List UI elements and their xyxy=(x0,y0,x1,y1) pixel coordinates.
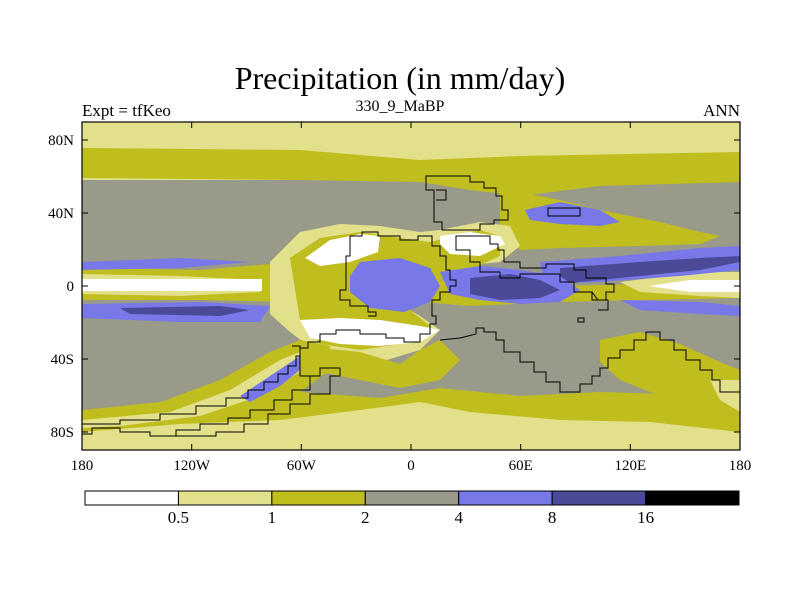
region-olive-southwest-diagonal xyxy=(82,340,330,430)
region-white-north-subtropics xyxy=(305,234,380,266)
region-blue-continent xyxy=(350,258,440,312)
colorbar-label: 2 xyxy=(361,508,370,527)
region-olive-southeast xyxy=(600,332,740,420)
lon-tick-label: 120E xyxy=(614,458,646,474)
latitude-axis: 80N 40N 0 40S 80S xyxy=(48,133,740,441)
coastline-small-island-south xyxy=(577,317,585,323)
colorbar-label: 0.5 xyxy=(168,508,189,527)
lon-tick-label: 120W xyxy=(173,458,211,474)
experiment-label: Expt = tfKeo xyxy=(82,101,171,120)
coastline-main-continent xyxy=(82,231,457,425)
coastline-east-peninsula xyxy=(591,291,609,311)
colorbar-swatch xyxy=(364,490,460,506)
colorbar-label: 16 xyxy=(637,508,654,527)
colorbar-swatch xyxy=(271,490,366,506)
colorbar-swatch xyxy=(551,490,647,506)
band-darkblue-south-tropics xyxy=(120,306,250,316)
band-darkblue-east-tropics xyxy=(560,256,740,284)
lon-tick-label: 0 xyxy=(407,458,415,474)
lat-tick-label: 80N xyxy=(48,133,74,149)
colorbar-swatch xyxy=(645,490,740,506)
lon-tick-label: 60W xyxy=(287,458,317,474)
band-white-east xyxy=(648,280,740,292)
season-label: ANN xyxy=(703,101,740,120)
band-blue-north-tropics xyxy=(82,258,250,270)
coastline-south-peninsula-inner xyxy=(176,367,341,437)
lon-tick-label: 60E xyxy=(509,458,533,474)
coastline-small-island-east xyxy=(547,207,581,217)
longitude-axis: 180 120W 60W 0 60E 120E 180 xyxy=(71,122,752,474)
colorbar-swatch xyxy=(458,490,553,506)
region-white-south-subtropics xyxy=(300,318,440,346)
lat-tick-label: 0 xyxy=(67,279,75,295)
colorbar-swatch xyxy=(177,490,273,506)
lon-tick-label: 180 xyxy=(729,458,752,474)
band-light-yellow-south xyxy=(82,402,740,450)
band-olive-north xyxy=(82,148,740,196)
coastline-south-peninsula xyxy=(82,345,311,437)
region-darkblue-east-continent xyxy=(470,274,560,300)
lon-tick-label: 180 xyxy=(71,458,94,474)
coastline-continent-inner xyxy=(339,236,377,317)
lat-tick-label: 80S xyxy=(51,425,74,441)
colorbar-label: 4 xyxy=(454,508,463,527)
coastline-overlay xyxy=(82,175,740,437)
lat-tick-label: 40N xyxy=(48,206,74,222)
band-blue-east-south xyxy=(620,300,740,316)
colorbar-swatch xyxy=(84,490,179,506)
coastline-east-region xyxy=(455,235,615,301)
map-title: Precipitation (in mm/day) xyxy=(234,60,566,96)
band-white-west xyxy=(82,279,262,291)
colorbar: 0.5 1 2 4 8 16 xyxy=(84,490,740,527)
colorbar-label: 1 xyxy=(268,508,277,527)
coastline-north-landmass xyxy=(425,175,509,231)
coastline-north-island xyxy=(436,189,447,201)
period-label: 330_9_MaBP xyxy=(355,98,445,115)
precipitation-field xyxy=(82,122,740,450)
colorbar-label: 8 xyxy=(548,508,557,527)
region-light-yellow-southeast xyxy=(710,380,740,412)
coastline-south-landmass xyxy=(439,327,740,393)
lat-tick-label: 40S xyxy=(51,352,74,368)
